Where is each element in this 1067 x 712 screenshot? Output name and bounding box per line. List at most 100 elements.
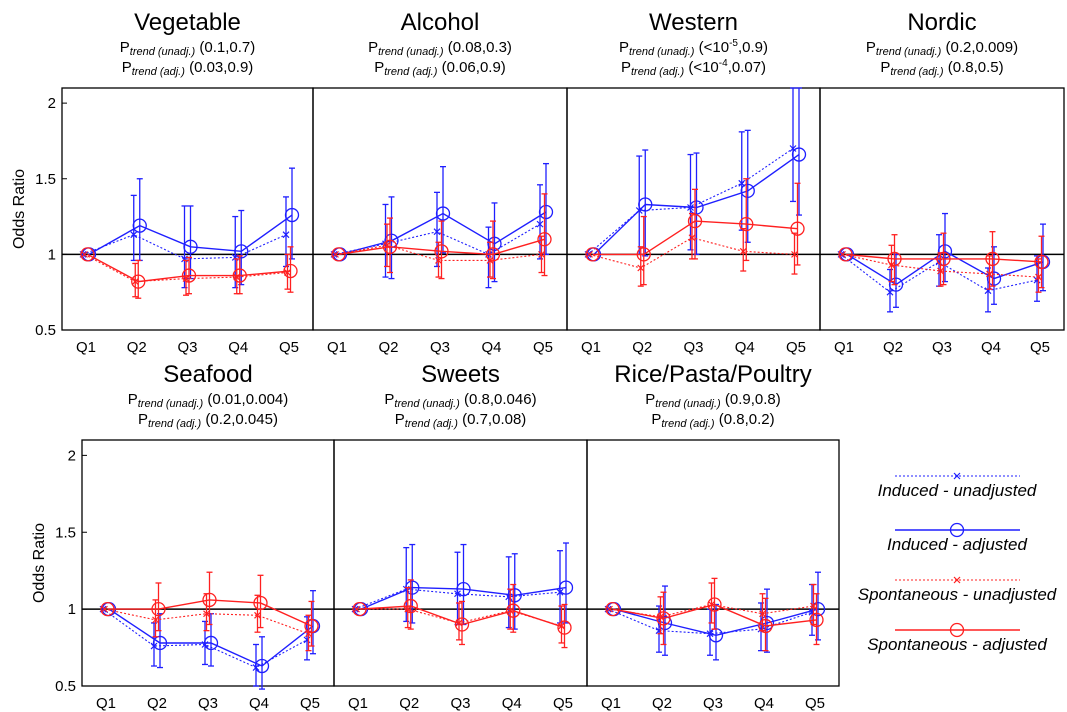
series-induced-adjusted [81,167,300,286]
y-tick-label: 2 [48,95,56,112]
series-line [840,253,1038,293]
data-point [203,635,219,651]
data-point [1035,273,1042,281]
legend-entry: Induced - unadjusted [878,472,1037,500]
data-point [810,602,817,610]
data-point [152,635,168,651]
x-tick-label: Q4 [754,695,774,712]
data-point [81,250,88,258]
p-subscript: trend (unadj.) [655,398,721,410]
p-label: P [880,59,890,76]
series-spontaneous-adjusted [100,571,319,647]
x-tick-label: Q3 [450,695,470,712]
data-point [283,263,298,279]
data-point [538,204,554,220]
p-values: ( [185,59,194,76]
p-subscript: trend (unadj.) [138,398,204,410]
data-point [606,605,613,613]
panel-title: Rice/Pasta/Poultry [614,361,811,388]
data-point [130,231,138,239]
p-subscript: trend (unadj.) [378,46,444,58]
p-values: ( [715,411,724,428]
x-tick-label: Q1 [601,695,621,712]
p-values: ( [437,59,446,76]
data-point [810,601,826,617]
data-point [790,221,805,236]
data-point [254,658,270,674]
p-values: ( [460,391,469,408]
p-values: ( [444,39,453,56]
data-point [352,601,367,617]
series-line [82,234,287,260]
series-line [107,599,312,627]
p-values: ( [944,59,953,76]
y-tick-label: 1.5 [55,524,76,541]
series-spontaneous-adjusted [838,231,1049,289]
data-point [183,239,198,254]
legend-label: Induced - unadjusted [878,481,1037,500]
legend-label: Spontaneous - unadjusted [858,585,1057,604]
x-tick-label: Q3 [430,339,450,356]
panel-title: Alcohol [401,9,480,36]
data-point [986,271,1002,286]
data-point [791,147,807,162]
p-trend-unadjusted: Ptrend (unadj.) (0.01,0.004) [128,391,289,410]
p-trend-adjusted: Ptrend (adj.) (0.06,0.9) [374,59,506,78]
series-line [612,603,817,627]
series-line [845,253,1042,263]
series-line [88,214,293,256]
p-subscript: trend (adj.) [132,66,186,78]
legend-marker [953,576,961,584]
p-subscript: trend (adj.) [890,66,944,78]
series-line [87,253,291,283]
legend-label: Spontaneous - adjusted [867,635,1047,654]
data-point [454,590,461,598]
y-tick-label: 1 [48,246,56,263]
panel-rice-pasta-poultry: Rice/Pasta/Poultry Ptrend (unadj.) (0.9,0… [586,361,840,712]
p-label: P [120,39,130,56]
p-label: P [138,411,148,428]
data-point [586,250,593,258]
panel-frame [566,87,821,331]
data-point [887,251,902,267]
data-point [707,597,722,612]
data-point [538,250,545,258]
data-point [203,610,210,618]
data-point [605,601,620,617]
panel-title: Vegetable [134,9,241,36]
data-point [202,592,217,608]
series-line [587,148,794,255]
p-values: ( [941,39,950,56]
data-point [556,588,564,596]
x-tick-label: Q4 [249,695,269,712]
data-point [232,268,247,283]
p-label: P [645,391,655,408]
p-superscript: -4 [719,58,728,69]
p-trend-adjusted: Ptrend (adj.) (0.2,0.045) [138,411,278,430]
data-point [557,620,572,635]
series-spontaneous-adjusted [352,579,572,649]
p-label: P [128,391,138,408]
data-point [305,630,312,638]
x-tick-label: Q5 [805,695,825,712]
y-tick-label: 1 [68,601,76,618]
p-values: ( [201,411,210,428]
data-point [558,580,574,595]
series-line [339,211,547,256]
y-tick-label: 1.5 [35,171,56,188]
p-subscript: trend (unadj.) [629,46,695,58]
data-point [687,213,703,229]
series-line [842,253,1039,278]
series-line [108,608,314,667]
data-point [791,250,798,258]
x-tick-label: Q1 [96,695,116,712]
x-tick-label: Q4 [502,695,522,712]
p-trend-adjusted: Ptrend (adj.) (<10-4,0.07) [621,58,766,78]
data-point [131,274,146,289]
p-label: P [651,411,661,428]
p-label: P [619,39,629,56]
p-values-rest: 0.08,0.3) [453,39,512,56]
x-tick-label: Q5 [533,339,553,356]
data-point [234,244,249,259]
